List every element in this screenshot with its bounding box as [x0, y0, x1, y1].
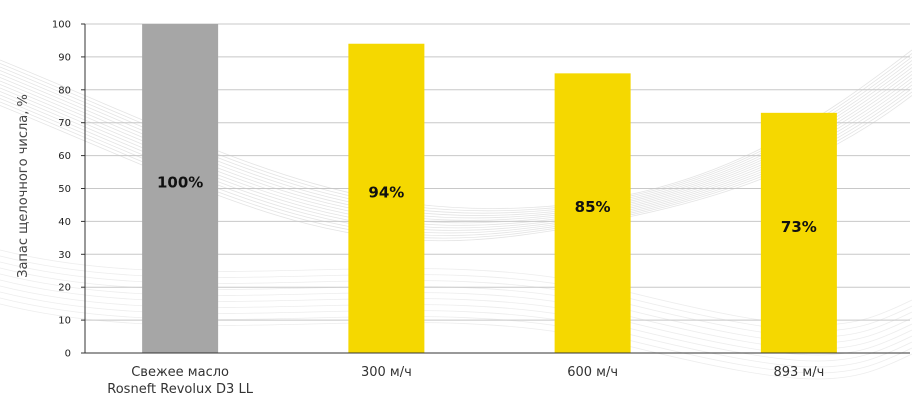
y-axis: 0 10 20 30 40 50 60 70 80 90 100	[52, 20, 86, 360]
x-category-label: Свежее масло Rosneft Revolux D3 LL	[107, 365, 253, 397]
y-tick-label: 100	[52, 20, 71, 31]
y-tick-label: 70	[58, 118, 71, 129]
y-tick-label: 60	[58, 151, 71, 162]
bar	[142, 24, 219, 353]
y-tick-label: 80	[58, 85, 71, 96]
bar	[760, 112, 837, 353]
y-tick-label: 0	[65, 349, 71, 360]
bar-value-label: 94%	[368, 183, 404, 201]
bar-value-label: 100%	[157, 174, 203, 192]
bar-value-label: 73%	[781, 218, 817, 236]
bars: 100% 94% 85% 73%	[142, 24, 837, 354]
y-axis-title: Запас щелочного числа, %	[16, 94, 31, 278]
y-tick-label: 10	[58, 316, 71, 327]
y-tick-label: 50	[58, 184, 71, 195]
x-category-label: 300 м/ч	[361, 365, 412, 380]
y-tick-label: 30	[58, 250, 71, 261]
y-tick-label: 90	[58, 52, 71, 63]
bar	[348, 43, 425, 354]
y-tick-label: 20	[58, 283, 71, 294]
x-category-label: 600 м/ч	[567, 365, 618, 380]
y-tick-label: 40	[58, 217, 71, 228]
bar-value-label: 85%	[575, 198, 611, 216]
x-axis: Свежее масло Rosneft Revolux D3 LL 300 м/ч…	[85, 352, 910, 397]
x-category-label: 893 м/ч	[773, 365, 824, 380]
bar	[554, 73, 631, 353]
